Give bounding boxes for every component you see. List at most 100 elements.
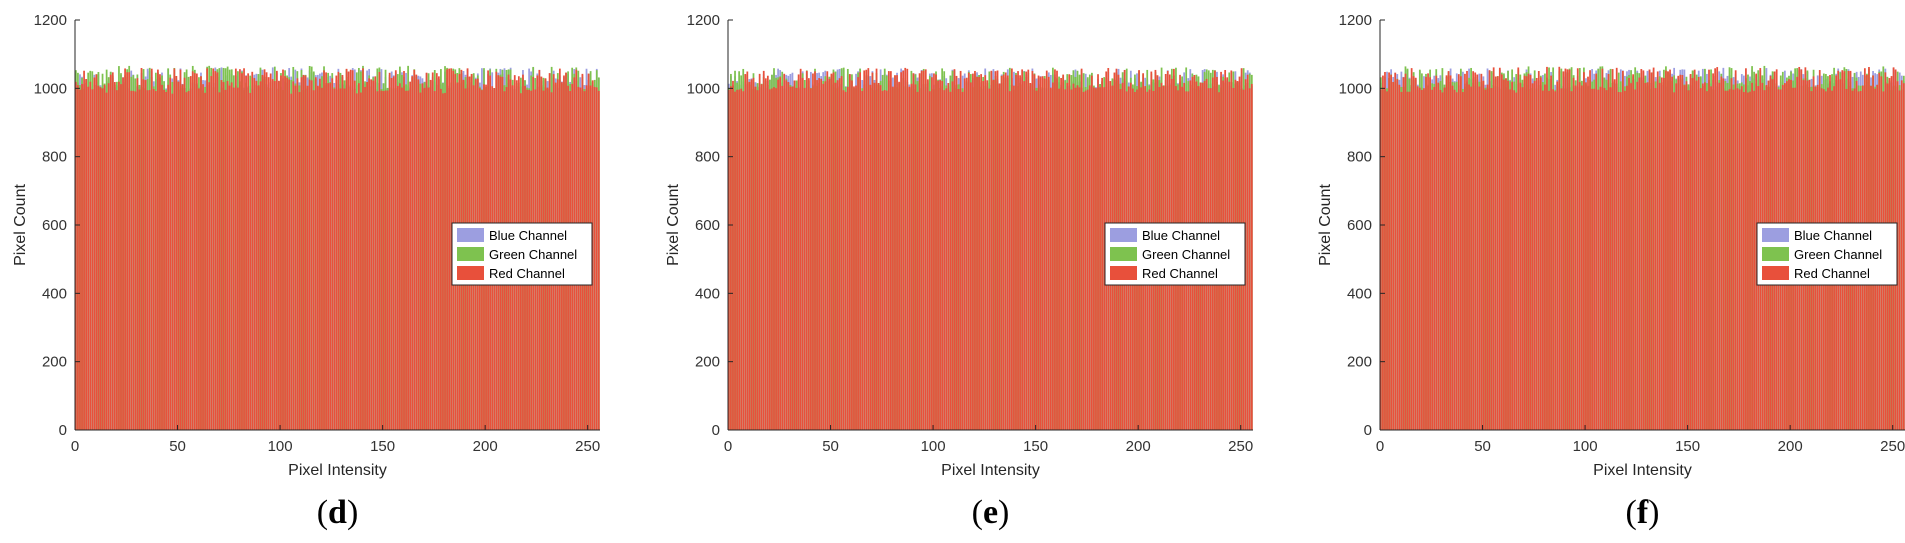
histogram-bar	[358, 83, 360, 430]
y-tick-label: 400	[1347, 285, 1372, 302]
histogram-bar	[185, 92, 188, 431]
histogram-bar	[255, 80, 258, 430]
x-tick-label: 100	[268, 438, 293, 455]
histogram-bar	[853, 86, 855, 430]
histogram-bar	[844, 91, 847, 431]
histogram-bar	[1699, 88, 1702, 430]
histogram-bar	[859, 72, 861, 430]
histogram-bar	[314, 77, 317, 430]
histogram-bar	[793, 80, 796, 431]
histogram-bar	[81, 83, 83, 430]
histogram-bar	[1398, 84, 1401, 430]
legend-entry-label: Blue Channel	[1794, 228, 1872, 243]
histogram-bar	[957, 88, 960, 431]
histogram-bar	[95, 74, 98, 431]
histogram-bar	[415, 74, 418, 431]
histogram-bar	[1523, 75, 1526, 430]
histogram-bar	[1710, 86, 1712, 430]
histogram-bar	[417, 79, 420, 430]
histogram-bar	[144, 80, 147, 430]
histogram-bar	[446, 69, 448, 430]
histogram-bar	[1427, 73, 1429, 431]
histogram-bar	[910, 83, 913, 431]
histogram-bar	[807, 78, 810, 430]
y-tick-label: 800	[42, 149, 67, 166]
histogram-bar	[378, 71, 381, 430]
histogram-bar	[1642, 70, 1645, 430]
histogram-bar	[204, 92, 206, 430]
histogram-bar	[1671, 76, 1673, 430]
histogram-bar	[1638, 77, 1641, 430]
histogram-bar	[597, 90, 600, 431]
histogram-bar	[429, 79, 432, 431]
histogram-bar	[1576, 68, 1579, 430]
x-tick-label: 150	[1023, 438, 1048, 455]
histogram-bar	[163, 89, 165, 430]
histogram-bar	[728, 89, 730, 430]
panel-label: (f)	[1626, 494, 1660, 531]
histogram-bar	[1476, 74, 1479, 430]
x-tick-label: 0	[71, 438, 79, 455]
histogram-bar	[1472, 71, 1475, 430]
histogram-bar	[298, 92, 301, 430]
histogram-bar	[1093, 87, 1095, 430]
histogram-bar	[245, 75, 247, 431]
histogram-bar	[1599, 86, 1602, 430]
histogram-bar	[120, 84, 122, 431]
histogram-bar	[1468, 84, 1470, 430]
histogram-bar	[159, 74, 161, 431]
histogram-bar	[247, 73, 250, 430]
histogram-bar	[259, 81, 262, 430]
histogram-bar	[1447, 71, 1450, 430]
histogram-bar	[1720, 76, 1723, 430]
histogram-bar	[826, 71, 829, 430]
x-tick-label: 250	[575, 438, 600, 455]
histogram-bar	[425, 72, 428, 430]
legend-swatch	[457, 228, 484, 242]
histogram-bar	[961, 91, 964, 430]
histogram-bar	[1624, 90, 1626, 431]
y-tick-label: 400	[695, 285, 720, 302]
histogram-bar	[744, 74, 747, 430]
histogram-bar	[771, 88, 773, 430]
legend-entry-label: Blue Channel	[1142, 228, 1220, 243]
histogram-bar	[419, 92, 422, 430]
histogram-bar	[1714, 68, 1717, 430]
histogram-bar	[1388, 72, 1390, 431]
histogram-bar	[871, 72, 874, 430]
histogram-bar	[1652, 67, 1655, 430]
histogram-bar	[435, 73, 438, 430]
histogram-bar	[994, 71, 997, 430]
histogram-bar	[810, 88, 812, 430]
histogram-bar	[820, 78, 823, 430]
histogram-bar	[887, 71, 890, 430]
histogram-bar	[1574, 85, 1577, 430]
histogram-bar	[1449, 75, 1452, 431]
histogram-bar	[1478, 86, 1481, 430]
y-tick-label: 600	[42, 217, 67, 234]
histogram-bar	[924, 69, 927, 431]
histogram-bar	[1728, 89, 1731, 430]
histogram-bar	[124, 68, 126, 431]
histogram-bar	[828, 79, 831, 431]
histogram-bar	[294, 85, 297, 430]
histogram-bar	[593, 86, 596, 430]
histogram-bar	[440, 88, 442, 430]
y-tick-label: 400	[42, 285, 67, 302]
histogram-bar	[1070, 89, 1073, 430]
histogram-bar	[1480, 73, 1483, 430]
histogram-bar	[1052, 82, 1054, 431]
histogram-bar	[388, 72, 391, 430]
histogram-bar	[157, 69, 159, 430]
histogram-bar	[748, 81, 751, 430]
histogram-bar	[947, 83, 950, 431]
histogram-bar	[99, 87, 102, 431]
histogram-bar	[1496, 76, 1499, 430]
histogram-bar	[750, 79, 753, 431]
histogram-bar	[902, 70, 905, 431]
histogram-bar	[883, 90, 886, 430]
histogram-bar	[1525, 76, 1528, 430]
histogram-bar	[1039, 76, 1042, 430]
histogram-bar	[1681, 75, 1684, 430]
